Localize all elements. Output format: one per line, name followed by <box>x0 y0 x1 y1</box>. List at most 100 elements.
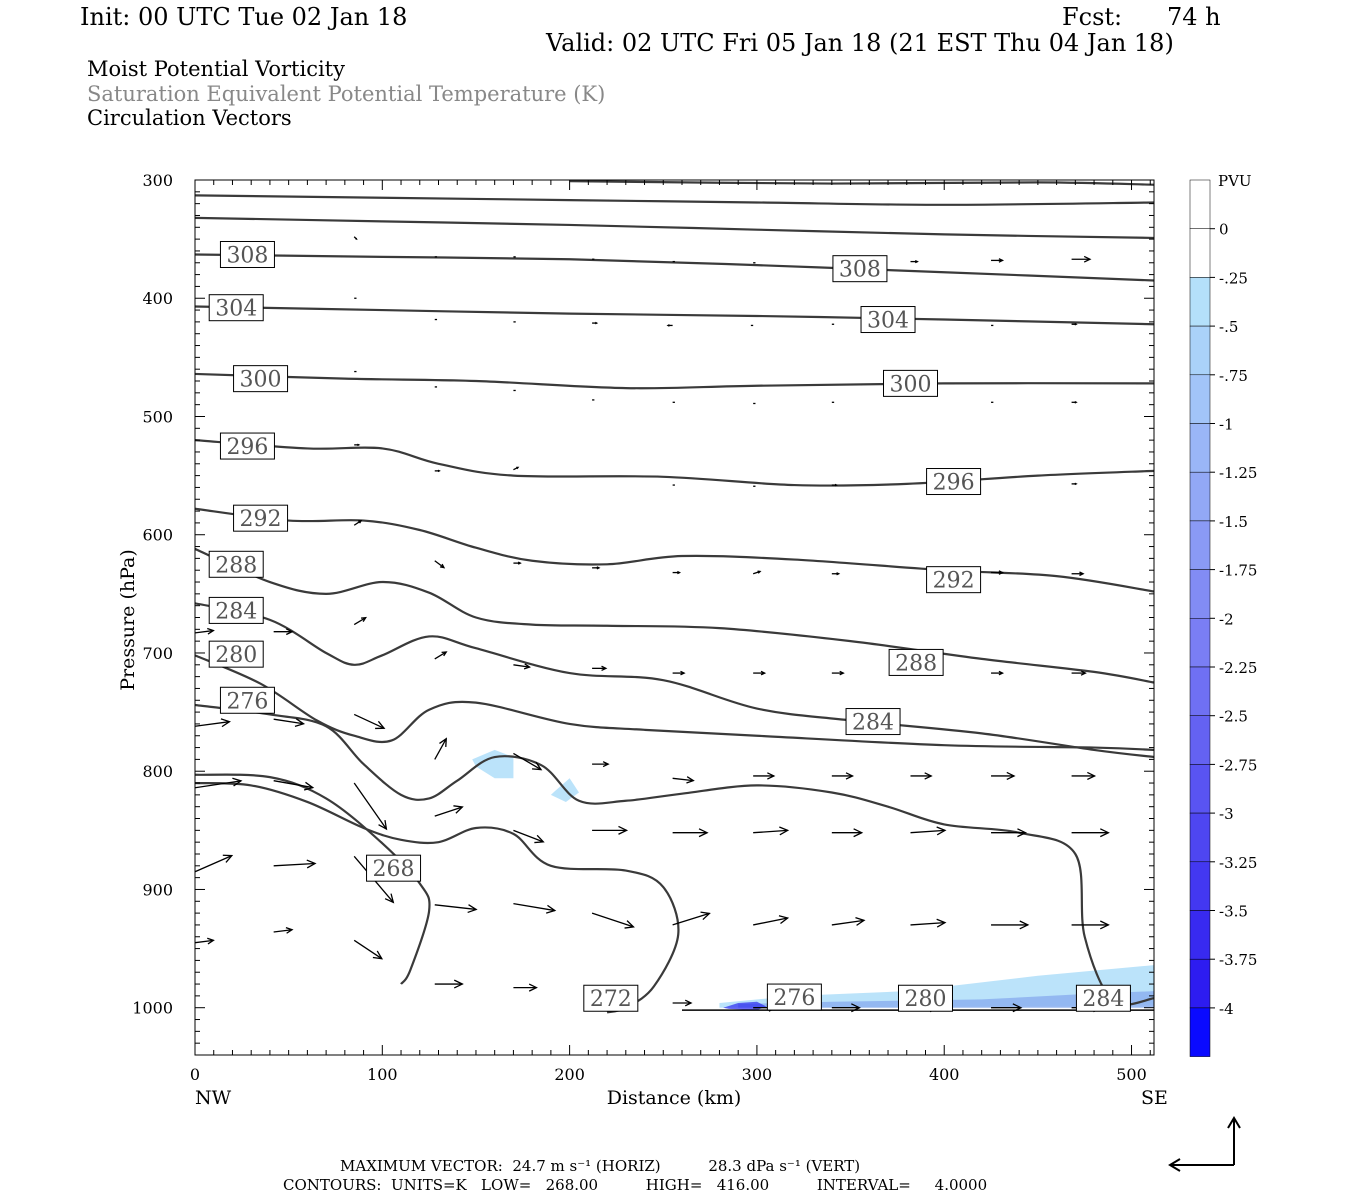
colorbar-swatch <box>1189 179 1211 229</box>
vector-head <box>767 772 776 780</box>
field-title-theta-es: Saturation Equivalent Potential Temperat… <box>87 82 606 106</box>
circulation-vector <box>592 761 610 768</box>
isentrope-272 <box>195 781 680 1014</box>
contour-label-box <box>219 240 275 268</box>
circulation-vector <box>672 670 686 676</box>
vector-head <box>1006 771 1016 781</box>
circulation-vector <box>753 915 790 926</box>
vector-shaft <box>513 829 544 843</box>
circulation-vector <box>273 927 294 934</box>
vector-head <box>1017 828 1028 838</box>
contour-label-box <box>897 984 953 1012</box>
isentrope-288 <box>195 547 1154 684</box>
contour-label-box <box>832 255 888 283</box>
circulation-vector <box>831 572 841 576</box>
contour-label: 268 <box>366 854 422 882</box>
vector-head <box>384 893 395 904</box>
vector-head <box>839 670 845 676</box>
contour-label-box <box>583 984 639 1012</box>
vector-head <box>303 781 315 791</box>
circulation-vector <box>991 670 1005 676</box>
circulation-vector <box>672 570 682 575</box>
vector-shaft <box>513 903 555 912</box>
vector-shaft <box>434 738 447 760</box>
vector-head <box>285 927 294 934</box>
contour-label: 276 <box>766 983 822 1011</box>
vector-head <box>1080 670 1087 676</box>
colorbar-label: -2.5 <box>1219 708 1248 726</box>
circulation-vector <box>353 939 384 960</box>
contour-label-text: 292 <box>240 507 282 532</box>
vector-head <box>360 616 367 622</box>
colorbar-label: -1.25 <box>1219 464 1257 482</box>
circulation-vector <box>831 772 855 780</box>
x-tick-label: 0 <box>190 1065 200 1084</box>
contour-label-box <box>208 596 264 624</box>
pv-shade-region <box>738 991 1154 1008</box>
vector-shaft <box>273 780 313 789</box>
colorbar-swatch <box>1189 520 1211 570</box>
circulation-vector <box>1071 482 1078 486</box>
contour-label-box <box>1075 984 1131 1012</box>
contour-label-box <box>208 550 264 578</box>
circulation-vector <box>910 918 947 928</box>
vector-head <box>698 828 709 838</box>
vector-head <box>851 1003 861 1013</box>
contour-label-box <box>219 686 275 714</box>
vector-shaft <box>353 713 385 729</box>
isentrope-308 <box>195 253 1154 282</box>
contour-label-box <box>766 983 822 1011</box>
vector-shaft <box>195 855 233 873</box>
vector-head <box>372 950 384 960</box>
colorbar-label: -1 <box>1219 416 1234 434</box>
isentrope-292 <box>195 507 1154 593</box>
contour-label: 288 <box>208 550 264 578</box>
contour-label: 304 <box>208 294 264 322</box>
vector-head <box>439 737 447 748</box>
circulation-vector <box>592 825 629 835</box>
isentrope-284 <box>195 602 1154 759</box>
colorbar-label: -3.75 <box>1219 951 1257 969</box>
forecast-label: Fcst: <box>1062 3 1123 31</box>
vector-head <box>294 718 306 728</box>
colorbar-label: -2.75 <box>1219 756 1257 774</box>
contour-label-box <box>926 566 982 594</box>
circulation-vector <box>354 443 361 447</box>
colorbar-swatch <box>1189 764 1211 814</box>
colorbar-label: -4 <box>1219 1000 1234 1018</box>
vector-head <box>207 937 215 945</box>
vector-head <box>306 859 317 869</box>
circulation-vector <box>1071 670 1087 676</box>
vector-head <box>441 651 448 657</box>
circulation-vector <box>195 627 215 635</box>
vector-head <box>1087 771 1097 781</box>
colorbar-swatch <box>1189 861 1211 911</box>
vector-head <box>545 904 557 914</box>
circulation-vector <box>666 324 673 327</box>
contour-label-box <box>208 640 264 668</box>
circulation-vector <box>592 566 601 570</box>
y-tick-label: 500 <box>142 407 173 426</box>
vector-head <box>437 469 441 473</box>
colorbar-swatch <box>1189 910 1211 960</box>
colorbar-swatch <box>1189 715 1211 765</box>
contour-label-text: 272 <box>590 987 632 1012</box>
circulation-vector <box>513 561 522 565</box>
vector-head <box>684 999 693 1007</box>
contour-label: 292 <box>233 504 289 532</box>
vector-head <box>378 820 388 831</box>
circulation-vector <box>434 805 464 817</box>
circulation-vector <box>592 321 599 325</box>
circulation-vector <box>831 670 845 676</box>
contour-label: 272 <box>583 984 639 1012</box>
contour-label: 284 <box>208 596 264 624</box>
vector-head <box>778 915 790 924</box>
y-tick-label: 600 <box>142 526 173 545</box>
vector-head <box>834 483 838 487</box>
vector-shaft <box>434 560 445 569</box>
contour-label: 284 <box>1075 984 1131 1012</box>
colorbar-swatch <box>1189 958 1211 1009</box>
circulation-vector <box>991 771 1016 781</box>
colorbar-swatch <box>1189 569 1211 619</box>
contour-label-text: 308 <box>839 258 881 283</box>
